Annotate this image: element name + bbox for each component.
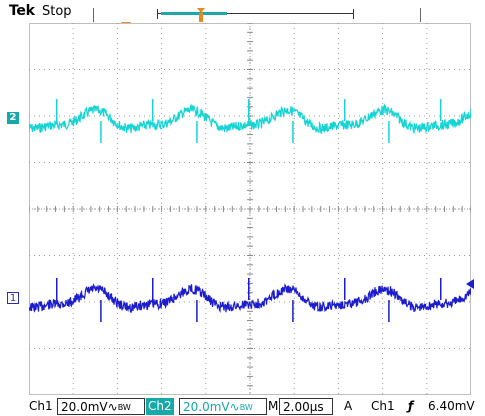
- record-view-right-bracket: [353, 9, 354, 19]
- trigger-slope-icon: ƒ: [408, 399, 414, 413]
- top-bar: Tek Stop: [0, 0, 485, 22]
- record-view-bar[interactable]: [157, 9, 354, 19]
- graticule: [29, 23, 471, 395]
- status-bar: Ch1 20.0mV∿BW Ch2 20.0mV∿BW M 2.00µs A C…: [0, 398, 485, 415]
- ch2-waveform: [29, 103, 471, 135]
- record-view-line: [157, 13, 354, 14]
- ch2-bw-limit: BW: [239, 403, 253, 412]
- ch1-label: Ch1: [29, 399, 53, 413]
- ch1-bw-limit: BW: [117, 403, 131, 412]
- ch1-scale-readout[interactable]: 20.0mV∿BW: [57, 398, 145, 415]
- ch1-scale: 20.0mV: [61, 400, 108, 414]
- trigger-mode: A: [344, 399, 353, 413]
- record-view-left-bracket: [157, 9, 158, 19]
- ch2-scale-readout[interactable]: 20.0mV∿BW: [179, 398, 267, 415]
- ch1-coupling-icon: ∿: [107, 400, 118, 414]
- ch2-ground-marker[interactable]: 2: [7, 112, 19, 124]
- top-divider: [420, 8, 421, 22]
- ch2-label: Ch2: [146, 398, 174, 415]
- brand-logo: Tek: [9, 3, 35, 19]
- ch1-ground-marker[interactable]: 1: [7, 292, 19, 304]
- record-view-window: [161, 12, 227, 15]
- acquisition-state: Stop: [42, 4, 72, 19]
- trigger-position-icon: [197, 8, 205, 22]
- trigger-level-arrow-icon[interactable]: [466, 279, 474, 289]
- timebase-readout[interactable]: 2.00µs: [279, 398, 333, 415]
- ch2-scale: 20.0mV: [183, 400, 230, 414]
- top-divider: [93, 8, 94, 22]
- trigger-level: 6.40mV: [428, 399, 475, 413]
- trigger-source: Ch1: [371, 399, 395, 413]
- ch2-coupling-icon: ∿: [229, 400, 240, 414]
- ch1-waveform: [29, 283, 471, 314]
- timebase-label: M: [268, 399, 279, 413]
